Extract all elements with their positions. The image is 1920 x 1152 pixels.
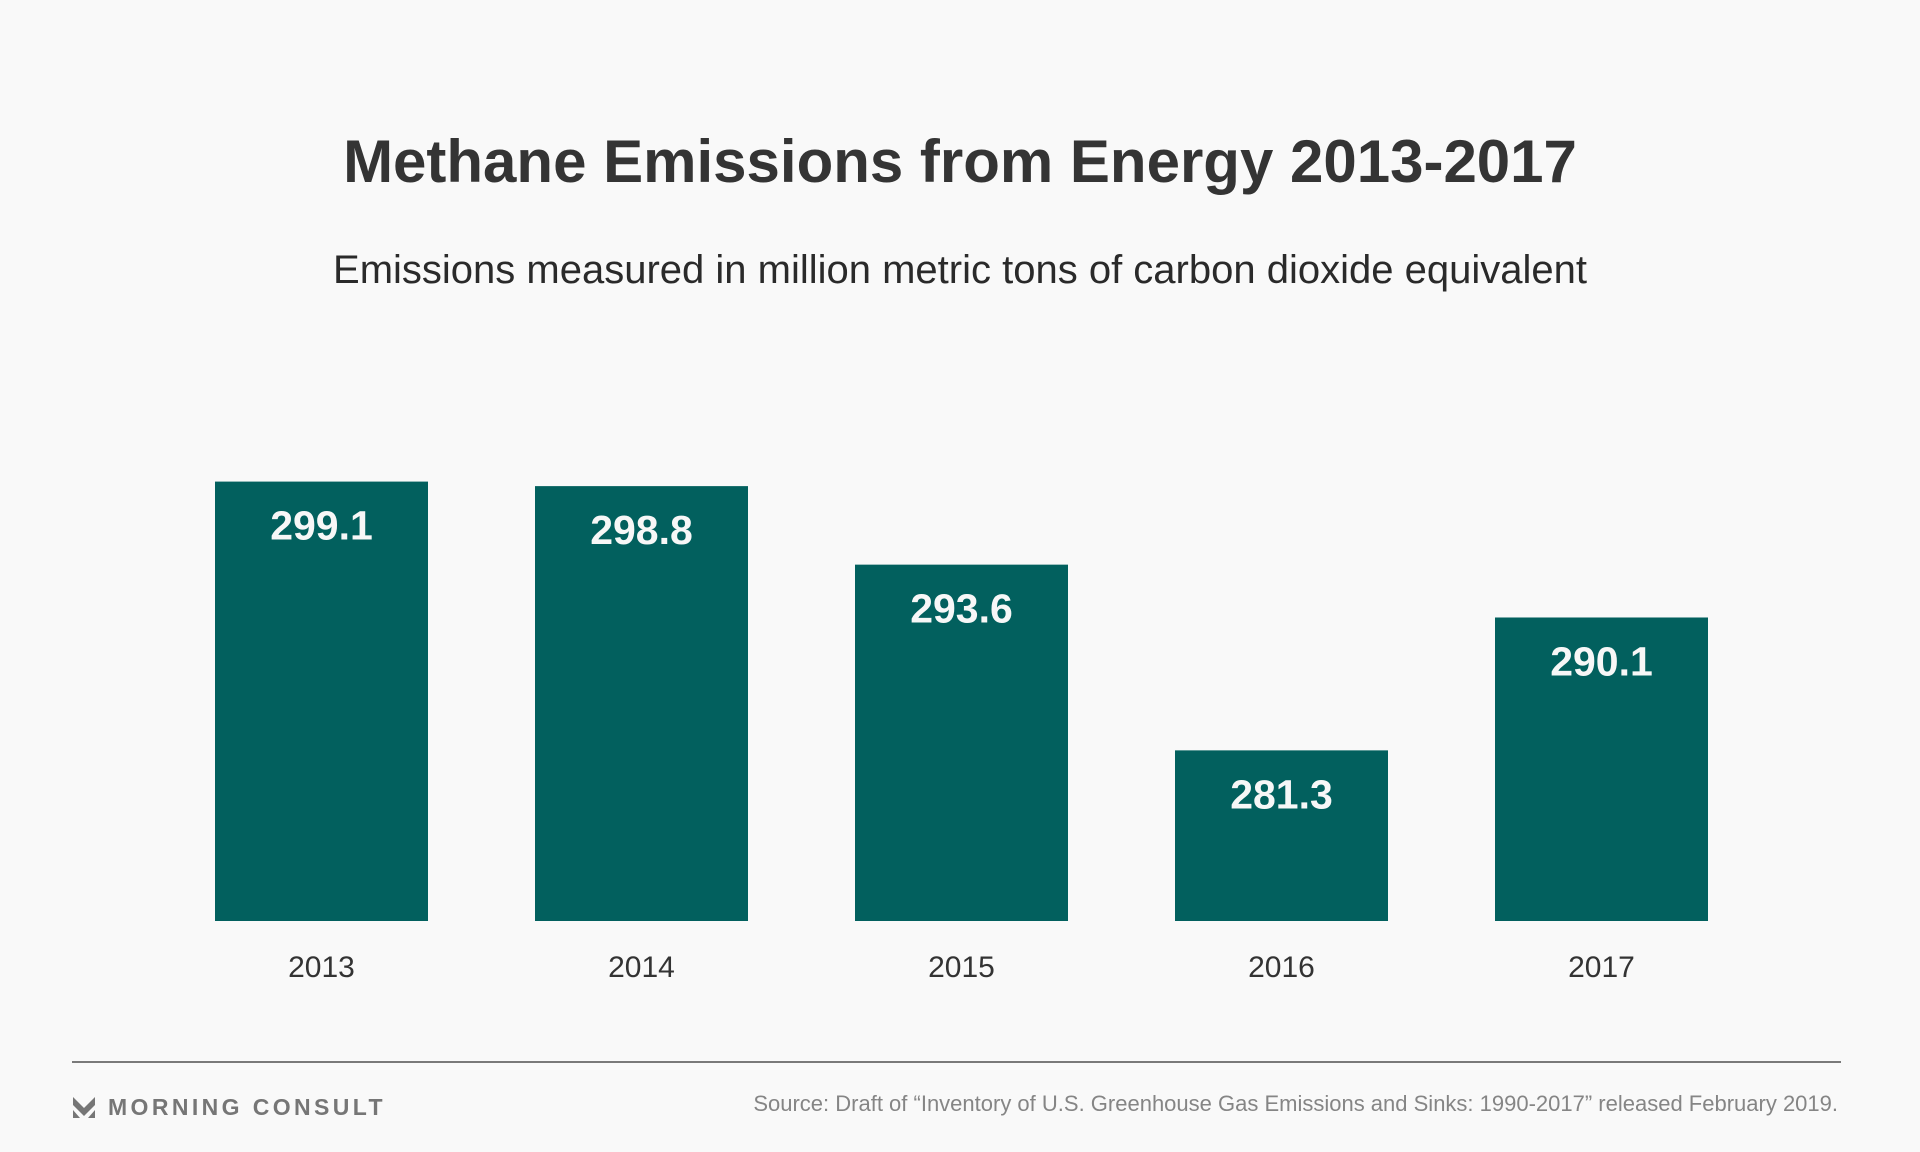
category-label-2016: 2016	[1248, 951, 1315, 984]
brand-name: MORNING CONSULT	[108, 1093, 387, 1120]
bars-group	[215, 481, 1708, 921]
value-label-2016: 281.3	[1230, 771, 1333, 817]
category-label-2013: 2013	[288, 951, 355, 984]
morning-consult-logo-icon	[73, 1096, 95, 1118]
bar-2017	[1495, 617, 1708, 921]
chart-subtitle: Emissions measured in million metric ton…	[333, 248, 1587, 292]
bar-2016	[1175, 750, 1388, 921]
brand-logo: MORNING CONSULT	[73, 1093, 386, 1121]
category-label-2015: 2015	[928, 951, 995, 984]
value-labels-group: 299.1 298.8 293.6 281.3 290.1	[270, 503, 1653, 818]
chart-title: Methane Emissions from Energy 2013-2017	[343, 128, 1577, 195]
source-note: Source: Draft of “Inventory of U.S. Gree…	[753, 1091, 1838, 1116]
bar-2014	[535, 486, 748, 921]
value-label-2017: 290.1	[1550, 638, 1653, 684]
bar-2013	[215, 481, 428, 921]
footer-divider	[72, 1061, 1841, 1063]
value-label-2015: 293.6	[910, 586, 1013, 632]
category-label-2014: 2014	[608, 951, 675, 984]
bar-2015	[855, 564, 1068, 921]
category-label-2017: 2017	[1568, 951, 1635, 984]
category-labels-group: 2013 2014 2015 2016 2017	[288, 951, 1635, 984]
value-label-2014: 298.8	[590, 507, 693, 553]
value-label-2013: 299.1	[270, 503, 373, 549]
